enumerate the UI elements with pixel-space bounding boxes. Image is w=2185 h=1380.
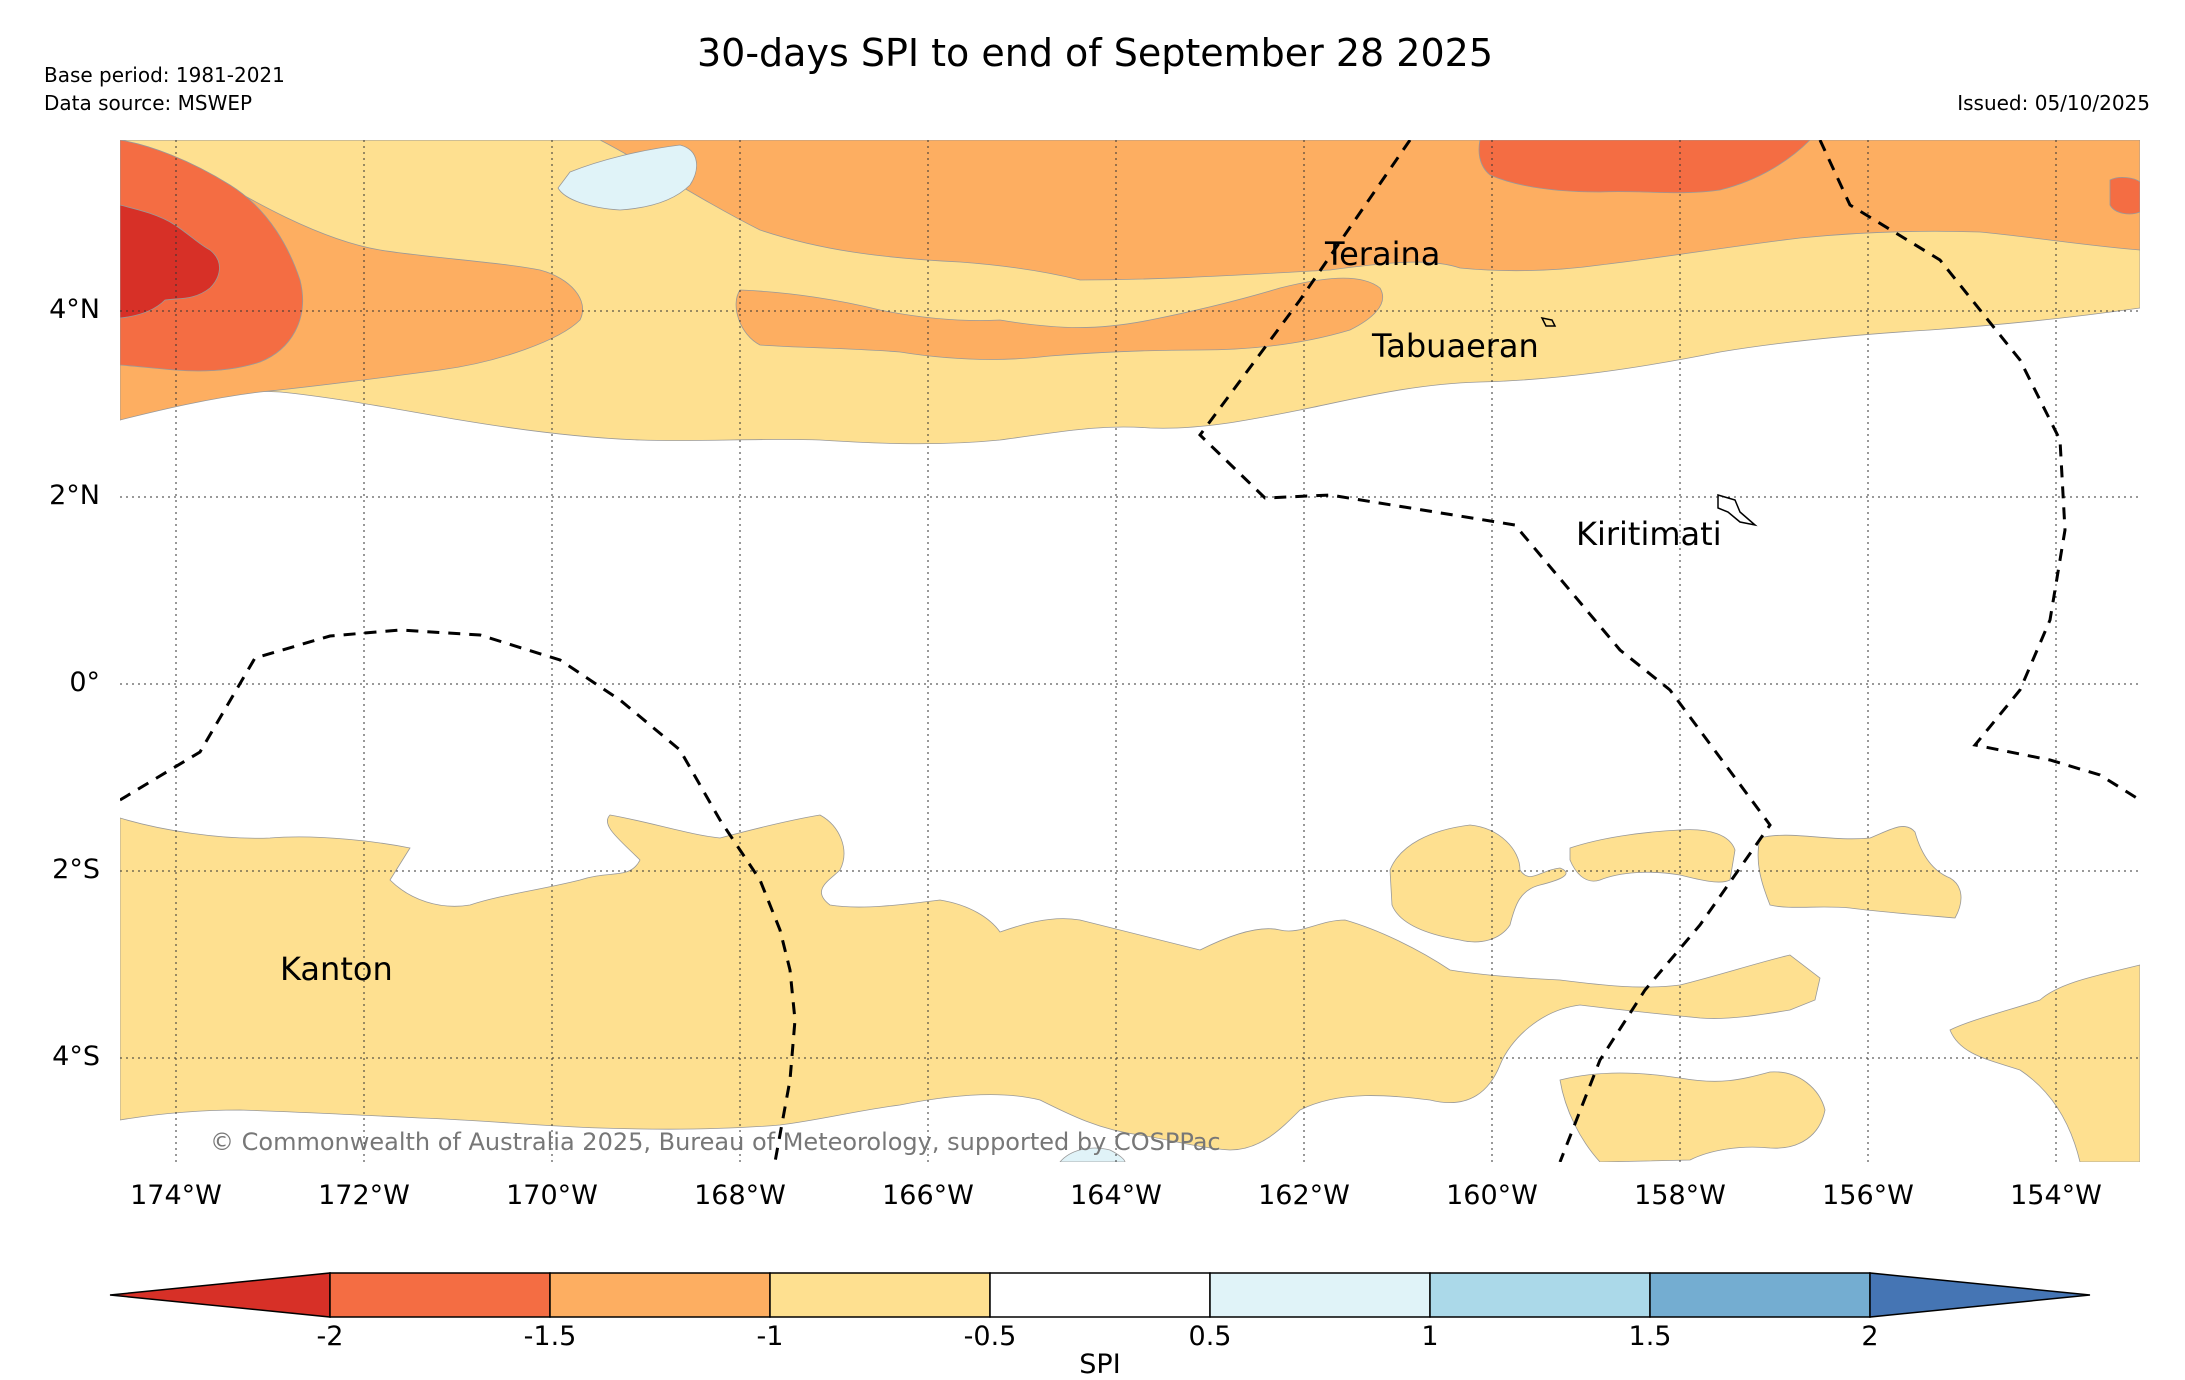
colorbar-segment	[1649, 1272, 1871, 1318]
latitude-labels: 4°N 2°N 0° 2°S 4°S	[49, 294, 100, 1072]
lon-label: 156°W	[1822, 1180, 1914, 1211]
colorbar-tick-label: 0.5	[1189, 1321, 1232, 1352]
colorbar-title: SPI	[1079, 1349, 1120, 1380]
spi-area-extreme-west	[120, 204, 220, 319]
colorbar-tick-label: 1.5	[1629, 1321, 1672, 1352]
spi-band-south-moderate	[120, 814, 1821, 1151]
base-period-note: Base period: 1981-2021	[44, 63, 285, 87]
place-label-kanton: Kanton	[280, 950, 393, 988]
spi-area-severe-far-east	[2109, 176, 2140, 215]
longitude-labels: 174°W 172°W 170°W 168°W 166°W 164°W 162°…	[130, 1180, 2102, 1211]
colorbar-tick-label: -1	[757, 1321, 784, 1352]
spi-patch-south-east-5	[1559, 1071, 1826, 1162]
place-label-kiritimati: Kiritimati	[1576, 515, 1722, 553]
eez-boundaries	[120, 140, 2140, 1162]
lon-label: 154°W	[2010, 1180, 2102, 1211]
colorbar-tick-label: 2	[1861, 1321, 1878, 1352]
lon-label: 172°W	[318, 1180, 410, 1211]
lon-label: 174°W	[130, 1180, 222, 1211]
colorbar-segment	[1209, 1272, 1431, 1318]
colorbar-segment	[549, 1272, 771, 1318]
colorbar-segment	[769, 1272, 991, 1318]
map-panel: Teraina Tabuaeran Kiritimati Kanton © Co…	[120, 140, 2140, 1162]
spi-band-north-dry	[120, 140, 2140, 421]
lat-label: 2°S	[52, 854, 100, 885]
island-outlines	[1540, 316, 1758, 527]
lat-label: 4°N	[49, 294, 100, 325]
lon-label: 160°W	[1446, 1180, 1538, 1211]
lon-label: 170°W	[506, 1180, 598, 1211]
spi-patch-south-east-4	[1949, 964, 2140, 1162]
spi-area-wet-north	[557, 144, 697, 211]
lat-label: 4°S	[52, 1041, 100, 1072]
spi-patch-south-east-3	[1757, 826, 1962, 919]
map-graticule	[120, 140, 2140, 1162]
lon-label: 162°W	[1258, 1180, 1350, 1211]
colorbar-segment	[329, 1272, 551, 1318]
lon-label: 164°W	[1070, 1180, 1162, 1211]
copyright-notice: © Commonwealth of Australia 2025, Bureau…	[210, 1128, 1221, 1156]
place-label-tabuaeran: Tabuaeran	[1371, 327, 1539, 365]
data-source-note: Data source: MSWEP	[44, 91, 252, 115]
colorbar-segment	[1429, 1272, 1651, 1318]
lon-label: 158°W	[1634, 1180, 1726, 1211]
colorbar-extend-low	[109, 1272, 331, 1318]
lon-label: 168°W	[694, 1180, 786, 1211]
spi-patch-south-east-2	[1569, 829, 1736, 883]
colorbar-segment	[989, 1272, 1211, 1318]
colorbar-tick-label: -0.5	[964, 1321, 1017, 1352]
lat-label: 2°N	[49, 480, 100, 511]
colorbar-extend-high	[1869, 1272, 2091, 1318]
spi-area-wet-south	[1059, 1147, 1126, 1162]
spi-patch-south-east-1	[1389, 824, 1567, 943]
issued-date: Issued: 05/10/2025	[1957, 91, 2150, 115]
lat-label: 0°	[69, 667, 100, 698]
map-title: 30-days SPI to end of September 28 2025	[697, 31, 1493, 75]
place-label-teraina: Teraina	[1324, 235, 1440, 273]
colorbar-tick-label: -2	[317, 1321, 344, 1352]
tabuaeran-island-outline	[1540, 316, 1557, 327]
colorbar: -2 -1.5 -1 -0.5 0.5 1 1.5 2 SPI	[109, 1272, 2091, 1380]
kiritimati-island-outline	[1717, 493, 1758, 527]
lon-label: 166°W	[882, 1180, 974, 1211]
colorbar-tick-label: 1	[1421, 1321, 1438, 1352]
spi-area-severe-northeast	[1478, 140, 1811, 194]
colorbar-tick-label: -1.5	[524, 1321, 577, 1352]
